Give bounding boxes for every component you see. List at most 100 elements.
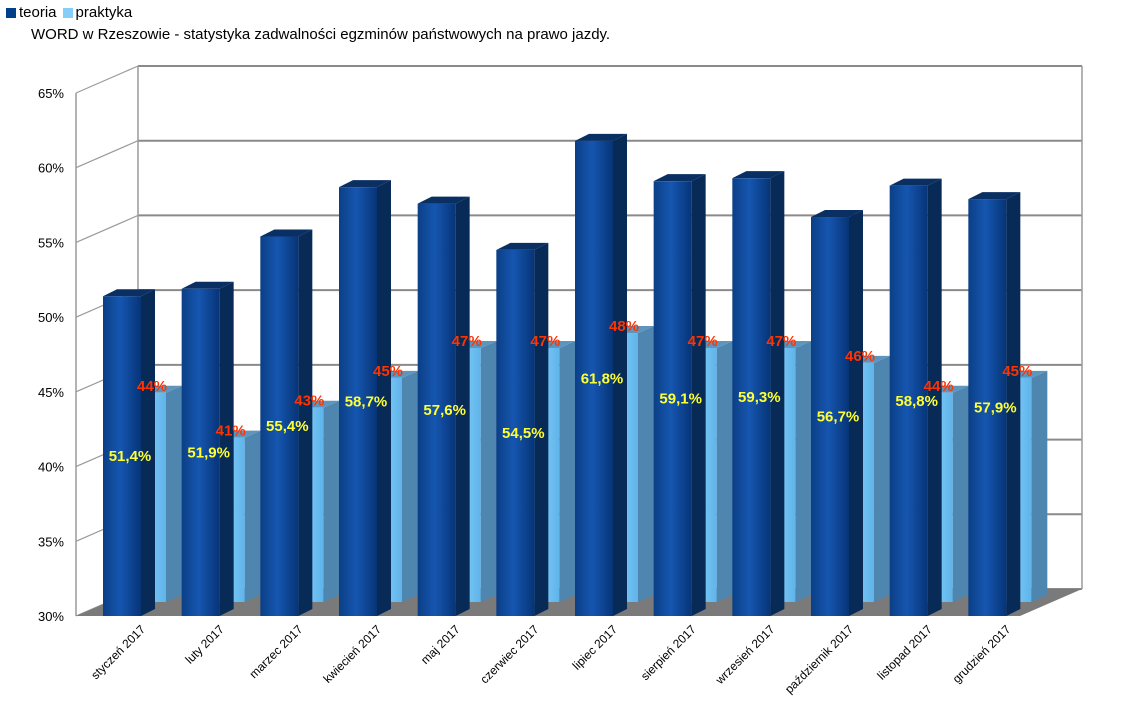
bar-praktyka-0-side: [166, 385, 182, 602]
bar-teoria-10-front: [889, 185, 928, 616]
data-label-teoria-0: 51,4%: [109, 448, 152, 465]
bar-teoria-3-front: [339, 187, 377, 616]
data-label-praktyka-3: 45%: [373, 363, 403, 380]
data-label-praktyka-5: 47%: [530, 333, 560, 350]
data-label-praktyka-10: 44%: [924, 378, 954, 395]
bar-teoria-11-side: [1006, 192, 1021, 616]
bar-teoria-11: [968, 192, 1021, 616]
gridline-side-55: [75, 214, 139, 243]
data-label-teoria-5: 54,5%: [502, 425, 545, 442]
legend-item-teoria: teoria: [6, 4, 57, 21]
x-tick-label-0: styczeń 2017: [88, 622, 148, 682]
bar-teoria-9: [811, 210, 863, 617]
bar-teoria-8-front: [732, 178, 771, 616]
gridline-side-60: [75, 140, 139, 169]
bar-praktyka-3-side: [402, 370, 418, 602]
x-tick-label-2: marzec 2017: [246, 622, 305, 681]
y-tick-label-50: 50%: [38, 310, 64, 325]
bar-teoria-1-side: [219, 281, 234, 616]
data-label-praktyka-6: 48%: [609, 318, 639, 335]
bar-teoria-5-top: [496, 242, 549, 250]
bar-teoria-6-top: [575, 133, 627, 141]
legend-item-praktyka: praktyka: [62, 4, 133, 21]
bar-teoria-7: [653, 174, 706, 617]
y-tick-label-35: 35%: [38, 534, 64, 549]
x-tick-label-6: lipiec 2017: [570, 622, 621, 673]
bar-teoria-3-side: [377, 180, 391, 616]
x-tick-label-3: kwiecień 2017: [320, 622, 384, 686]
gridline-side-65: [75, 65, 139, 94]
bar-teoria-5: [496, 242, 549, 616]
bar-praktyka-5-side: [559, 340, 576, 602]
bar-praktyka-1-side: [244, 430, 261, 602]
bar-praktyka-11-side: [1031, 370, 1048, 602]
bar-teoria-2-side: [298, 229, 313, 617]
data-label-teoria-8: 59,3%: [738, 389, 781, 406]
legend-label-teoria: teoria: [19, 4, 57, 21]
bar-praktyka-10-side: [952, 385, 969, 602]
bar-teoria-10-side: [927, 178, 942, 616]
data-label-teoria-11: 57,9%: [974, 400, 1017, 417]
data-label-teoria-6: 61,8%: [581, 370, 624, 387]
bar-teoria-7-top: [653, 174, 706, 182]
bar-teoria-6: [575, 133, 627, 616]
bar-praktyka-2-side: [323, 400, 340, 602]
bar-teoria-7-front: [653, 181, 692, 617]
bar-teoria-1: [181, 281, 234, 616]
bar-teoria-9-front: [811, 217, 849, 617]
bar-teoria-0: [103, 289, 155, 616]
legend-swatch-praktyka: [62, 7, 73, 18]
data-label-praktyka-7: 47%: [688, 333, 718, 350]
x-tick-label-4: maj 2017: [418, 622, 463, 667]
bar-teoria-8: [732, 171, 785, 616]
bar-teoria-3: [339, 180, 391, 616]
data-label-teoria-1: 51,9%: [187, 444, 230, 461]
bar-praktyka-4-side: [480, 340, 497, 602]
x-tick-label-8: wrzesień 2017: [712, 622, 778, 688]
bar-praktyka-8-side: [795, 340, 812, 602]
bar-teoria-11-front: [968, 199, 1007, 616]
y-tick-label-60: 60%: [38, 161, 64, 176]
data-label-teoria-7: 59,1%: [659, 391, 702, 408]
bar-teoria-1-top: [181, 281, 234, 289]
bar-teoria-11-top: [968, 192, 1021, 200]
legend-label-praktyka: praktyka: [75, 4, 133, 21]
bar-teoria-0-side: [141, 289, 155, 616]
bar-teoria-7-side: [691, 174, 706, 617]
bar-teoria-2-top: [260, 229, 313, 237]
data-label-praktyka-11: 45%: [1002, 363, 1032, 380]
bar-teoria-10-top: [889, 178, 942, 186]
bar-teoria-5-front: [496, 249, 535, 616]
data-label-teoria-10: 58,8%: [895, 393, 938, 410]
legend: teoria praktyka: [6, 4, 138, 21]
y-tick-label-30: 30%: [38, 609, 64, 624]
data-label-praktyka-8: 47%: [766, 333, 796, 350]
data-label-teoria-4: 57,6%: [423, 402, 466, 419]
bar-teoria-2-front: [260, 236, 299, 617]
x-tick-label-7: sierpień 2017: [638, 622, 699, 683]
x-tick-label-10: listopad 2017: [874, 622, 935, 683]
bar-teoria-10: [889, 178, 942, 616]
data-label-praktyka-4: 47%: [452, 333, 482, 350]
data-label-praktyka-0: 44%: [137, 378, 167, 395]
bar-teoria-6-side: [613, 133, 627, 616]
data-label-praktyka-1: 41%: [216, 423, 246, 440]
bar-praktyka-7-side: [716, 340, 733, 602]
data-label-praktyka-2: 43%: [294, 393, 324, 410]
data-label-teoria-9: 56,7%: [817, 409, 860, 426]
bar-teoria-4-side: [455, 196, 470, 616]
bar-teoria-1-front: [181, 288, 220, 616]
bar-teoria-3-top: [339, 180, 391, 188]
chart-title: WORD w Rzeszowie - statystyka zadwalnośc…: [31, 26, 611, 43]
bar-teoria-0-front: [103, 296, 141, 616]
data-label-teoria-2: 55,4%: [266, 418, 309, 435]
x-tick-label-9: październik 2017: [782, 622, 856, 696]
x-tick-label-5: czerwiec 2017: [477, 622, 541, 686]
bar-teoria-8-top: [732, 171, 785, 179]
y-tick-label-40: 40%: [38, 460, 64, 475]
bar-teoria-5-side: [534, 242, 549, 616]
bar-teoria-9-side: [849, 210, 863, 617]
bar-teoria-0-top: [103, 289, 155, 297]
bar-teoria-4-top: [417, 196, 470, 204]
